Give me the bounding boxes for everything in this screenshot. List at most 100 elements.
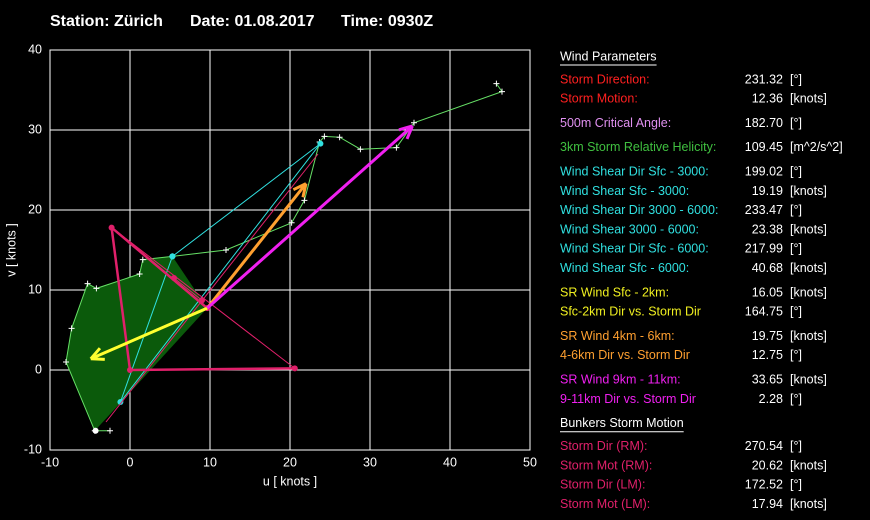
point-dot <box>199 297 205 304</box>
param-label: Storm Motion: <box>560 92 638 106</box>
param-unit: [°] <box>790 242 802 256</box>
hodograph-point <box>84 280 91 287</box>
point-dot <box>169 253 176 260</box>
param-label: 500m Critical Angle: <box>560 116 671 130</box>
param-unit: [°] <box>790 164 802 178</box>
param-label: Storm Mot (LM): <box>560 497 650 511</box>
hodograph-line <box>173 277 203 301</box>
param-value: 16.05 <box>752 285 783 299</box>
point-dot <box>92 427 99 434</box>
point-dot <box>127 367 133 373</box>
param-value: 270.54 <box>745 439 783 453</box>
param-label: SR Wind 9km - 11km: <box>560 372 681 386</box>
point-dot <box>108 224 115 231</box>
y-tick-label: 10 <box>28 282 42 296</box>
param-value: 164.75 <box>745 305 783 319</box>
param-label: Storm Dir (LM): <box>560 478 645 492</box>
param-unit: [°] <box>790 72 802 86</box>
param-unit: [°] <box>790 439 802 453</box>
y-tick-label: 30 <box>28 122 42 136</box>
hodograph-line <box>105 153 319 423</box>
hodograph-line <box>119 143 321 403</box>
param-unit: [knots] <box>790 497 827 511</box>
param-label: 3km Storm Relative Helicity: <box>560 140 716 154</box>
param-unit: [°] <box>790 392 802 406</box>
hodograph-point <box>493 80 500 87</box>
param-value: 12.36 <box>752 92 783 106</box>
y-tick-label: -10 <box>24 442 42 456</box>
param-unit: [knots] <box>790 329 827 343</box>
param-unit: [knots] <box>790 372 827 386</box>
hodograph-point <box>63 359 69 365</box>
time: Time: 0930Z <box>341 13 433 30</box>
x-axis-label: u [ knots ] <box>263 474 317 488</box>
param-unit: [knots] <box>790 261 827 275</box>
param-label: Wind Shear 3000 - 6000: <box>560 222 699 236</box>
hodograph-point <box>321 133 328 140</box>
param-value: 19.19 <box>752 184 783 198</box>
x-tick-label: 0 <box>127 455 134 469</box>
station: Station: Zürich <box>50 13 163 30</box>
param-label: Sfc-2km Dir vs. Storm Dir <box>560 305 701 319</box>
param-label: Wind Shear Sfc - 6000: <box>560 261 689 275</box>
header: Station: Zürich Date: 01.08.2017 Time: 0… <box>50 13 433 30</box>
x-tick-label: -10 <box>41 455 59 469</box>
param-unit: [knots] <box>790 458 827 472</box>
date: Date: 01.08.2017 <box>190 13 315 30</box>
arrow-head <box>398 124 413 132</box>
param-label: 9-11km Dir vs. Storm Dir <box>560 392 696 406</box>
hodograph-line <box>65 83 503 432</box>
hodograph-point <box>93 285 100 292</box>
param-value: 109.45 <box>745 140 783 154</box>
hodograph-area <box>66 256 208 431</box>
arrow-head <box>292 182 307 192</box>
point-dot <box>291 365 298 372</box>
hodograph-line <box>109 224 295 372</box>
param-label: Wind Shear Dir Sfc - 6000: <box>560 242 709 256</box>
param-label: Storm Dir (RM): <box>560 439 648 453</box>
point-dot <box>171 275 177 281</box>
x-tick-label: 50 <box>523 455 537 469</box>
param-unit: [°] <box>790 348 802 362</box>
hodograph-point <box>393 144 400 151</box>
y-tick-label: 0 <box>35 362 42 376</box>
param-value: 2.28 <box>759 392 783 406</box>
hodograph-point <box>68 325 75 332</box>
hodograph-point <box>411 119 417 126</box>
hodograph-point <box>288 219 295 226</box>
y-axis-label: v [ knots ] <box>4 223 18 277</box>
point-dot <box>317 140 324 147</box>
hodograph-line <box>206 124 414 310</box>
param-unit: [knots] <box>790 222 827 236</box>
param-unit: [°] <box>790 203 802 217</box>
param-value: 233.47 <box>745 203 783 217</box>
param-label: SR Wind Sfc - 2km: <box>560 285 669 299</box>
param-label: Wind Shear Sfc - 3000: <box>560 184 689 198</box>
x-tick-label: 40 <box>443 455 457 469</box>
param-value: 231.32 <box>745 72 783 86</box>
hodograph-point <box>301 197 308 204</box>
param-unit: [°] <box>790 478 802 492</box>
param-value: 40.68 <box>752 261 783 275</box>
hodograph-point <box>223 247 229 253</box>
param-unit: [knots] <box>790 184 827 198</box>
param-label: Storm Mot (RM): <box>560 458 652 472</box>
param-label: Wind Shear Dir Sfc - 3000: <box>560 164 709 178</box>
param-value: 182.70 <box>745 116 783 130</box>
param-unit: [m^2/s^2] <box>790 140 843 154</box>
section-title: Wind Parameters <box>560 49 657 63</box>
hodograph-line <box>206 182 308 310</box>
y-tick-label: 20 <box>28 202 42 216</box>
param-label: SR Wind 4km - 6km: <box>560 329 675 343</box>
arrow-head <box>90 357 105 361</box>
param-value: 17.94 <box>752 497 783 511</box>
param-value: 172.52 <box>745 478 783 492</box>
hodograph-point <box>107 427 113 434</box>
param-unit: [knots] <box>790 285 827 299</box>
hodograph-line <box>90 306 208 361</box>
x-tick-label: 20 <box>283 455 297 469</box>
param-value: 23.38 <box>752 222 783 236</box>
hodograph-point <box>136 271 143 277</box>
param-unit: [knots] <box>790 92 827 106</box>
